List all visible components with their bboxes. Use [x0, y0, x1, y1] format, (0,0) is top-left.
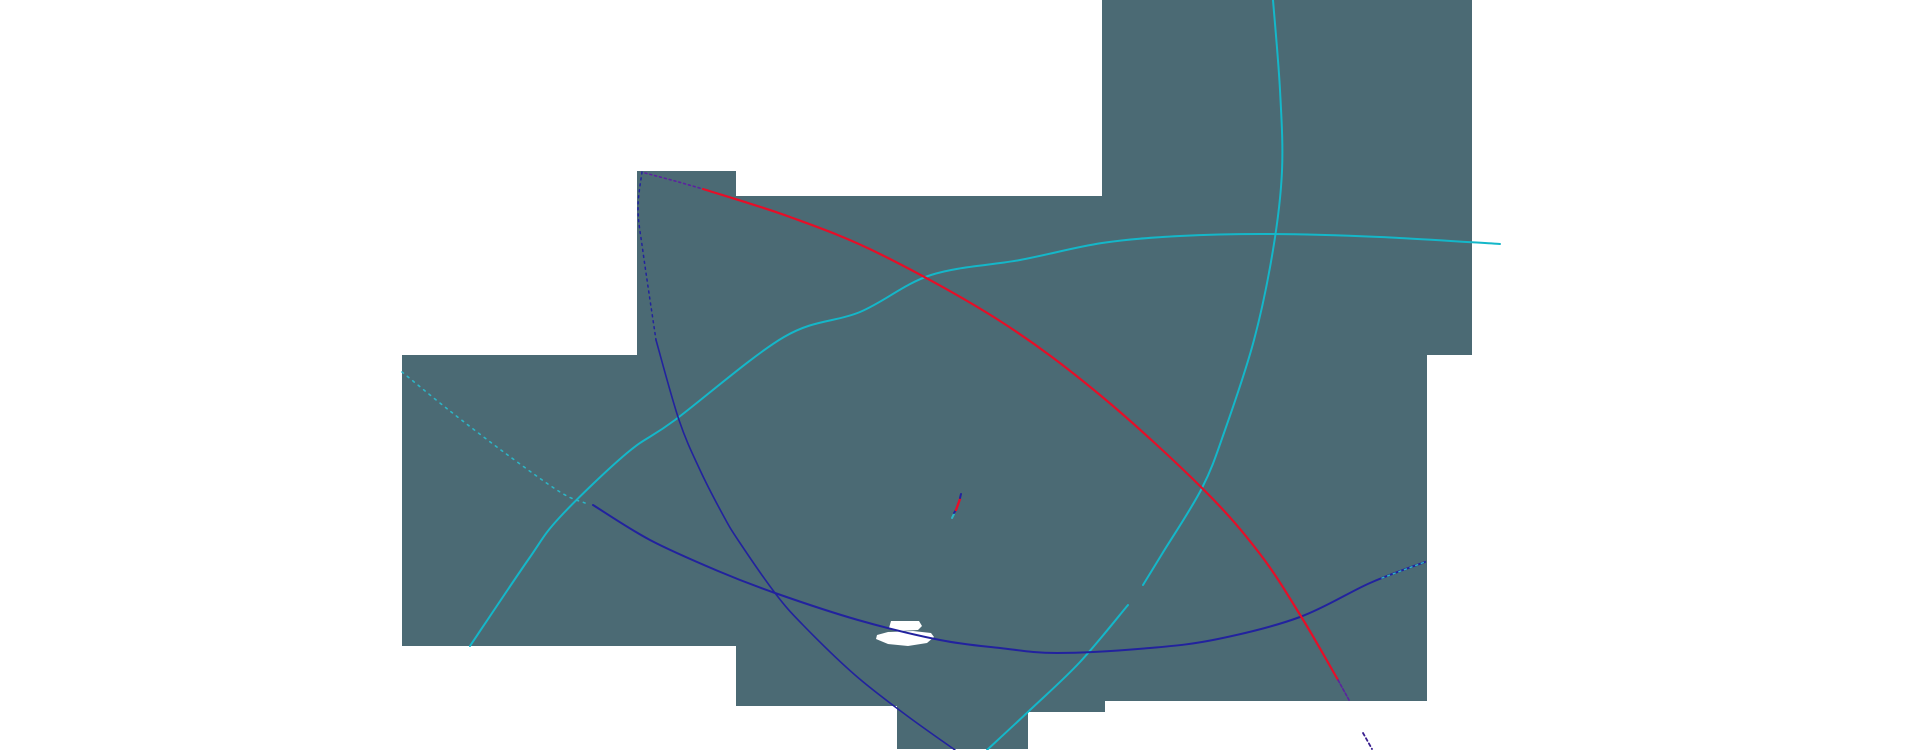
slate-block-union: [402, 0, 1472, 749]
navy-arc-left-main: [655, 339, 956, 750]
red-arc-main: [701, 187, 1340, 682]
teal-arc-dotted-left: [401, 371, 586, 504]
red-arc-tail-navy-dashes: [1362, 732, 1373, 750]
red-arc-tail-purple: [1337, 679, 1350, 701]
tiny-multicolor-marker-seg-0: [951, 513, 955, 519]
tiny-multicolor-marker-seg-3: [959, 493, 962, 499]
tiny-multicolor-marker-seg-2: [954, 497, 962, 512]
navy-arc-left-dotted-top: [637, 171, 657, 341]
navy-arc-bottom-tail-speckle: [1381, 561, 1426, 579]
teal-arc-vertical-upper: [1142, 0, 1284, 586]
red-arc-head-purple-dotted: [644, 172, 704, 190]
navy-arc-bottom: [592, 504, 1426, 655]
white-blob-upper: [889, 621, 922, 631]
teal-arc-sweep: [469, 232, 1501, 647]
teal-arc-vertical-lower: [986, 604, 1129, 750]
